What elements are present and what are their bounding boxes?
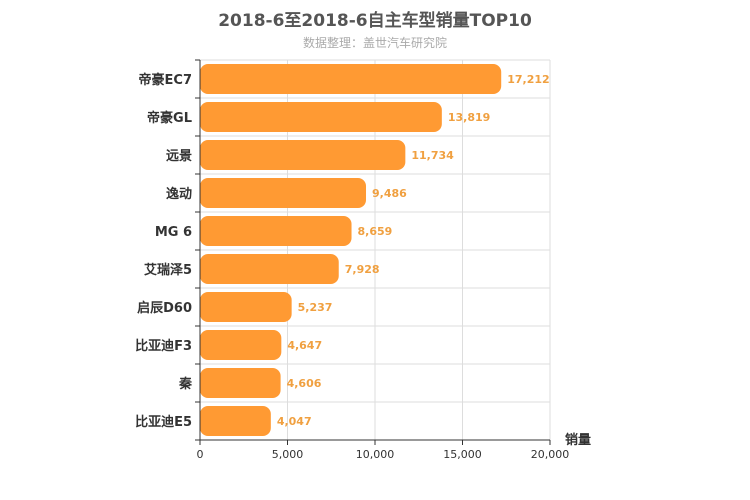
- bar-value-label: 5,237: [298, 301, 333, 314]
- bar-value-label: 8,659: [358, 225, 393, 238]
- bar: [200, 140, 406, 170]
- bar: [200, 254, 339, 284]
- bar-value-label: 4,047: [277, 415, 312, 428]
- chart-subtitle: 数据整理：盖世汽车研究院: [302, 36, 447, 50]
- x-tick-label: 5,000: [272, 448, 304, 461]
- bar-value-label: 9,486: [372, 187, 407, 200]
- category-label: 比亚迪F3: [135, 338, 192, 354]
- bar: [200, 64, 502, 94]
- bar-value-label: 4,647: [287, 339, 322, 352]
- category-label: 艾瑞泽5: [144, 262, 192, 278]
- bar: [200, 178, 367, 208]
- bar: [200, 292, 292, 322]
- category-label: 秦: [178, 376, 193, 392]
- bar-value-label: 4,606: [287, 377, 322, 390]
- x-tick-label: 15,000: [443, 448, 482, 461]
- bar: [200, 216, 352, 246]
- bar-value-label: 13,819: [448, 111, 490, 124]
- category-label: MG 6: [155, 225, 192, 240]
- x-tick-label: 20,000: [531, 448, 570, 461]
- x-tick-label: 0: [197, 448, 204, 461]
- category-label: 逸动: [166, 186, 192, 202]
- bar: [200, 330, 282, 360]
- category-label: 启辰D60: [137, 300, 192, 316]
- bar: [200, 406, 271, 436]
- category-label: 帝豪GL: [147, 110, 192, 126]
- bars: 17,212 13,819 11,734 9,486 8,659 7,928 5,237 4,…: [200, 64, 550, 436]
- x-axis-title: 销量: [565, 432, 591, 448]
- category-label: 帝豪EC7: [139, 72, 192, 88]
- chart-title: 2018-6至2018-6自主车型销量TOP10: [218, 11, 532, 31]
- bar-value-label: 11,734: [411, 149, 454, 162]
- bar: [200, 368, 281, 398]
- category-label: 远景: [166, 149, 192, 164]
- x-tick-label: 10,000: [356, 448, 395, 461]
- bar-value-label: 17,212: [507, 73, 549, 86]
- bar: [200, 102, 442, 132]
- bar-value-label: 7,928: [345, 263, 380, 276]
- category-label: 比亚迪E5: [135, 414, 192, 430]
